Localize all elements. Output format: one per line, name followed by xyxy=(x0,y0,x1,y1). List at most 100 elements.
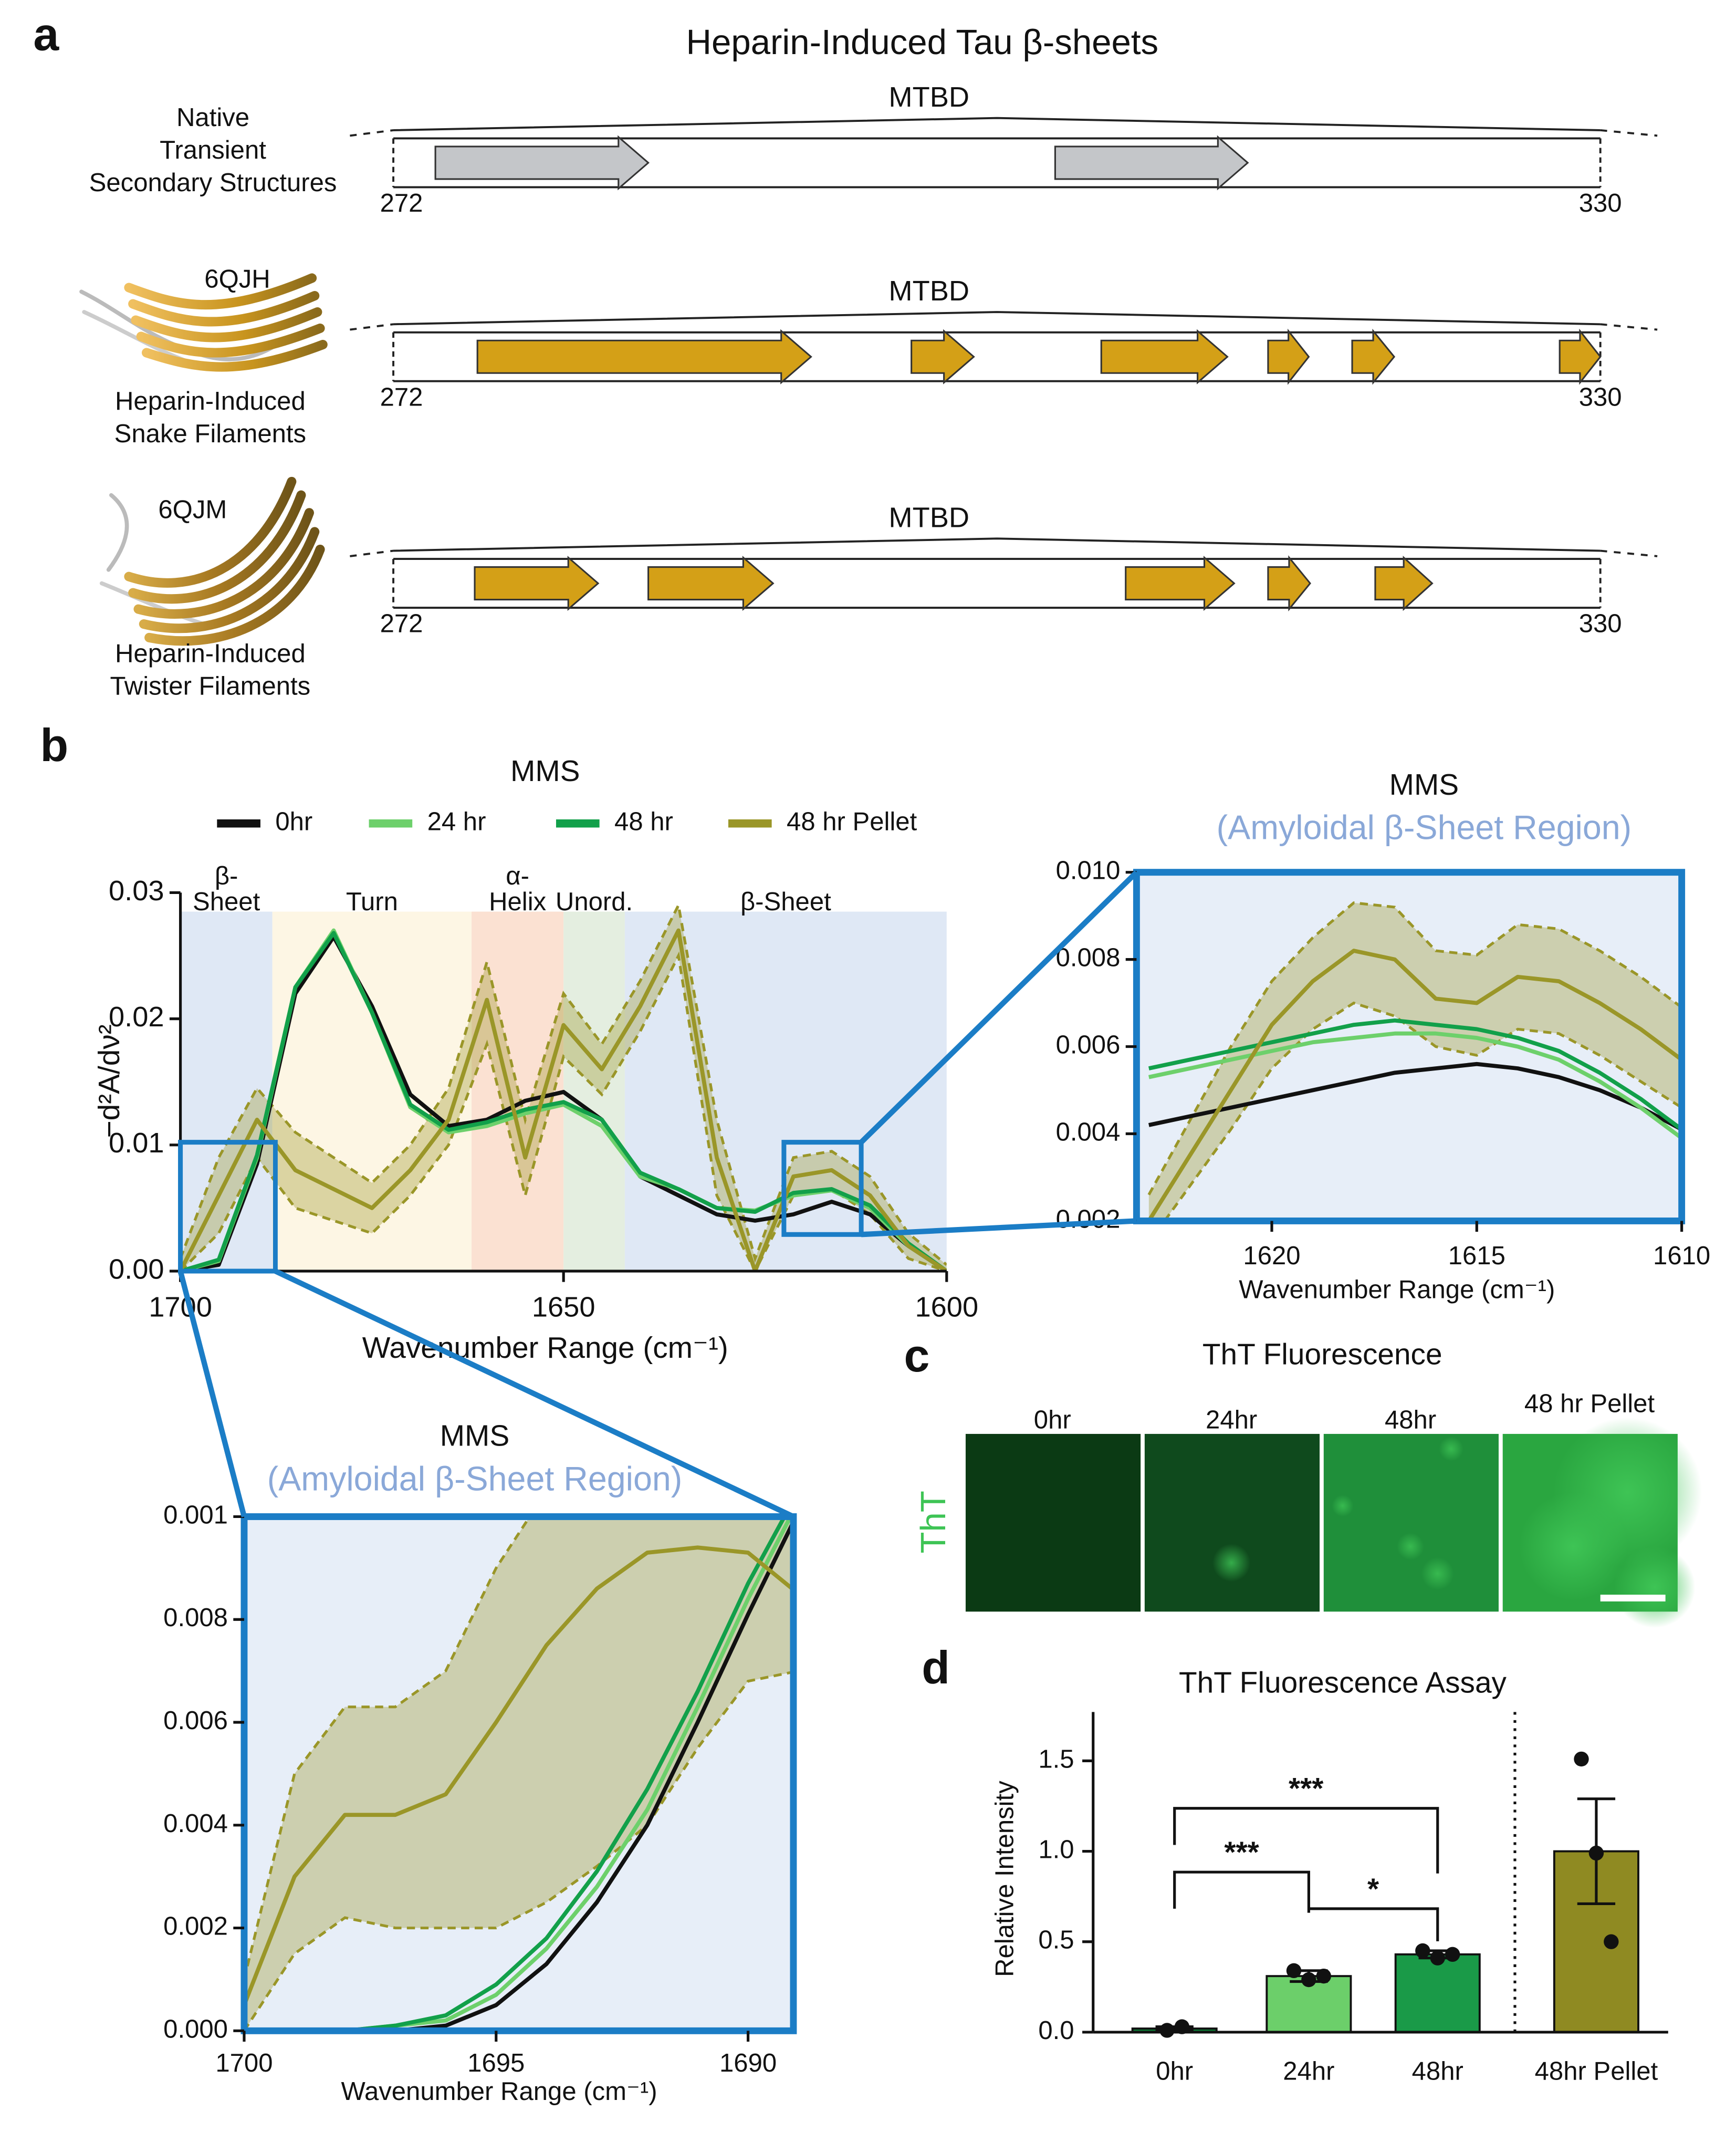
leader xyxy=(1600,129,1658,137)
region-label: Sheet xyxy=(193,888,260,916)
domain-brace xyxy=(393,311,1601,326)
zoom-connector xyxy=(274,1268,795,1520)
fluorescent-spot xyxy=(1519,1492,1628,1601)
plot-lines xyxy=(180,901,947,1272)
y-tick-label: 0.0 xyxy=(1038,2016,1074,2045)
y-tick-label: 0.000 xyxy=(163,2015,228,2043)
micrograph xyxy=(965,1433,1141,1612)
residue-start: 272 xyxy=(380,383,423,411)
x-tick-label: 1600 xyxy=(915,1292,978,1323)
x-tick-label: 48hr xyxy=(1412,2057,1463,2085)
y-tick-label: 0.02 xyxy=(109,1001,164,1033)
zoom-box xyxy=(781,1140,864,1237)
x-tick-label: 1700 xyxy=(149,1292,212,1323)
x-tick-label: 48hr Pellet xyxy=(1535,2057,1658,2085)
data-point xyxy=(1445,1947,1460,1962)
data-point xyxy=(1174,2019,1190,2034)
data-point xyxy=(1159,2023,1175,2038)
row-label: Heparin-Induced xyxy=(115,639,306,668)
row-label: Twister Filaments xyxy=(110,672,311,700)
plot-background xyxy=(244,1516,793,2031)
leader xyxy=(350,549,394,557)
strand-arrow xyxy=(1267,328,1310,385)
y-tick-label: 0.010 xyxy=(1056,857,1121,885)
channel-label: ThT xyxy=(914,1491,953,1553)
data-point xyxy=(1430,1950,1445,1965)
y-tick-label: 0.03 xyxy=(109,875,164,907)
fluorescent-spot xyxy=(1439,1437,1463,1461)
legend-label: 24 hr xyxy=(427,808,486,836)
residue-end: 330 xyxy=(1579,383,1622,411)
significance-bracket xyxy=(1173,1870,1310,1913)
panel-label: a xyxy=(33,9,59,60)
panel-label: c xyxy=(904,1330,930,1381)
micrograph xyxy=(1144,1433,1320,1612)
y-tick-label: 0.008 xyxy=(1056,944,1121,972)
band-edge xyxy=(244,1670,793,2031)
strand-arrow xyxy=(1559,328,1602,385)
row-label: Heparin-Induced xyxy=(115,387,306,415)
zoom-connector xyxy=(177,1270,247,1517)
data-point xyxy=(1588,1845,1604,1861)
data-point xyxy=(1301,1972,1316,1988)
row-label: Secondary Structures xyxy=(89,169,337,197)
row-label: Snake Filaments xyxy=(114,420,306,448)
y-tick-label: 1.5 xyxy=(1038,1745,1074,1773)
chart-title: MMS xyxy=(510,755,580,788)
x-tick-label: 1610 xyxy=(1653,1242,1710,1270)
error-band xyxy=(244,1516,793,2031)
plot-background xyxy=(1136,872,1682,1221)
chart-title: MMS xyxy=(440,1420,510,1453)
domain-brace xyxy=(393,537,1601,552)
plot-lines xyxy=(244,1516,793,2031)
chart-title: MMS xyxy=(1389,768,1459,802)
leader xyxy=(350,129,394,137)
micrograph xyxy=(1323,1433,1499,1612)
bar xyxy=(1394,1953,1481,2033)
x-tick-label: 1695 xyxy=(467,2049,525,2077)
x-tick-label: 0hr xyxy=(1156,2057,1193,2085)
zoom-connector xyxy=(859,870,1138,1145)
data-point xyxy=(1286,1963,1302,1979)
zoom-frame xyxy=(240,1513,797,2034)
leader xyxy=(350,323,394,331)
x-axis-title: Wavenumber Range (cm⁻¹) xyxy=(1239,1276,1555,1304)
legend-label: 48 hr xyxy=(614,808,673,836)
series-line xyxy=(180,931,947,1272)
chart-0: β-Sheet Turn α-Helix Unord. β-Sheet 1700 1650 1… xyxy=(93,755,978,1365)
domain-label: MTBD xyxy=(888,502,969,534)
x-axis-title: Wavenumber Range (cm⁻¹) xyxy=(341,2077,657,2106)
series-line xyxy=(244,1517,793,2031)
data-point xyxy=(1604,1934,1619,1949)
y-tick-label: 0.006 xyxy=(1056,1031,1121,1059)
strand-arrow xyxy=(1267,555,1311,611)
series-line xyxy=(1148,1018,1682,1131)
strand-arrow xyxy=(476,329,812,384)
residue-end: 330 xyxy=(1579,189,1622,217)
residue-start: 272 xyxy=(380,610,423,638)
region-label: α- xyxy=(506,862,529,890)
domain-label: MTBD xyxy=(888,81,969,113)
strand-arrow xyxy=(647,556,775,611)
data-point xyxy=(1574,1751,1589,1767)
region-label: Turn xyxy=(346,888,398,916)
panel-title: Heparin-Induced Tau β-sheets xyxy=(686,23,1159,62)
series-line xyxy=(244,1516,787,2031)
plot-lines xyxy=(1147,901,1682,1221)
fluorescent-spot xyxy=(1332,1495,1354,1517)
x-tick-label: 1650 xyxy=(532,1292,595,1323)
significance-bracket xyxy=(1173,1807,1439,1874)
strand-arrow xyxy=(1100,329,1229,384)
y-tick-label: 0.01 xyxy=(109,1127,164,1159)
series-line xyxy=(180,934,947,1272)
strand-arrow xyxy=(1125,556,1236,611)
image-label: 0hr xyxy=(1034,1406,1071,1434)
fluorescent-spot xyxy=(1421,1557,1454,1590)
legend-label: 48 hr Pellet xyxy=(787,808,917,836)
image-label: 48hr xyxy=(1385,1406,1436,1434)
region xyxy=(563,911,625,1272)
strand-arrow xyxy=(474,556,600,611)
panel-label: d xyxy=(922,1642,950,1693)
data-point xyxy=(1415,1943,1430,1959)
